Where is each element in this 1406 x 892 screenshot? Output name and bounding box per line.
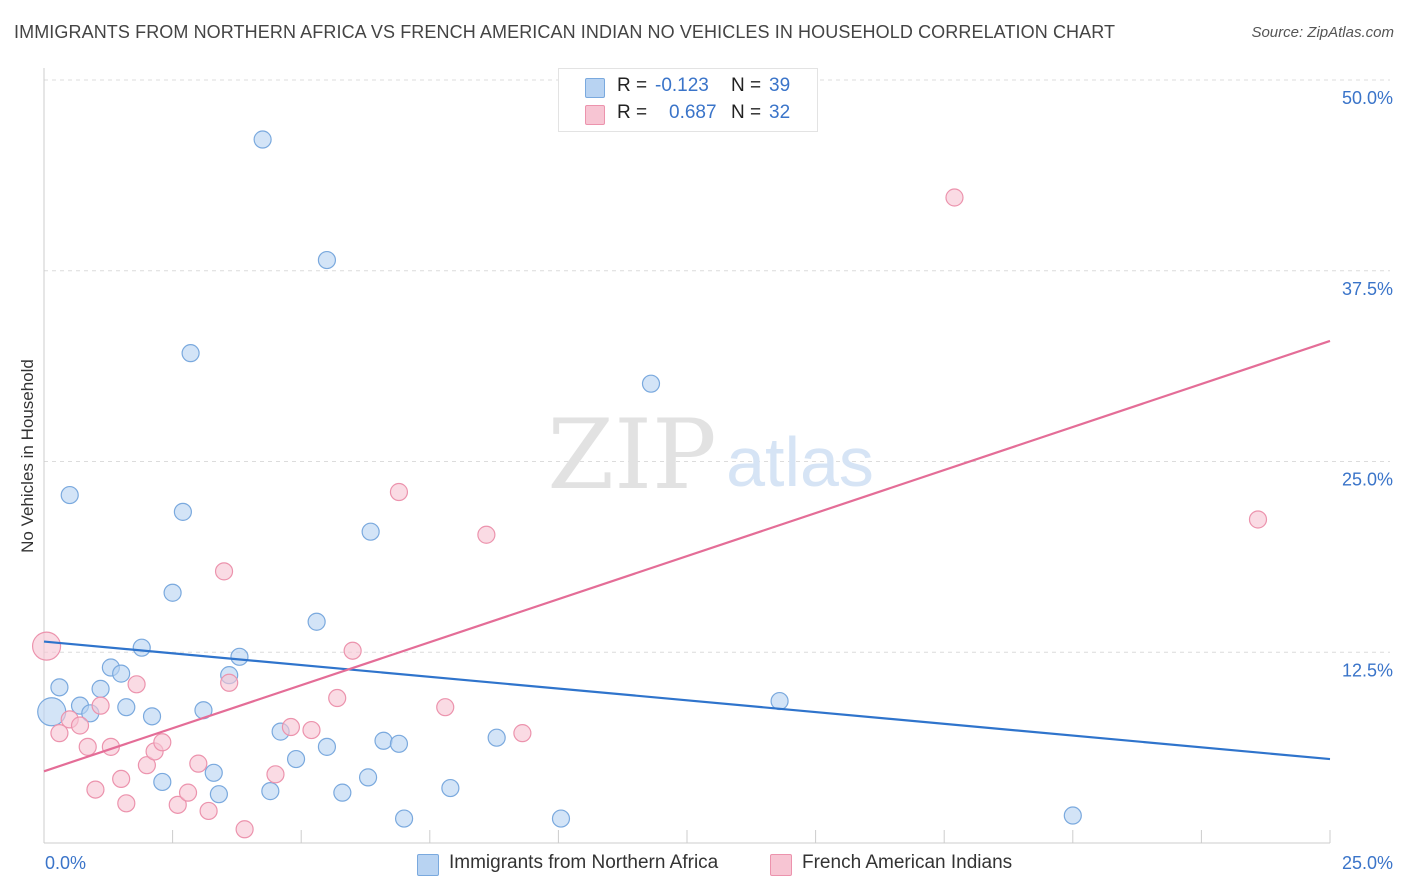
x-tick-label: 0.0%	[45, 853, 86, 873]
data-point-pink	[31, 631, 62, 661]
bottom-legend-label: Immigrants from Northern Africa	[449, 852, 719, 873]
source-note: Source: ZipAtlas.com	[1251, 24, 1394, 41]
data-point-pink	[281, 717, 301, 737]
data-point-pink	[199, 801, 218, 821]
data-point-blue	[253, 130, 272, 149]
data-point-pink	[78, 737, 97, 756]
data-point-pink	[436, 698, 455, 717]
legend-n-value: 32	[769, 102, 791, 123]
y-tick-label: 25.0%	[1342, 470, 1393, 490]
watermark-atlas: atlas	[726, 423, 874, 501]
correlation-legend: R = -0.123 N = 39 R = 0.687 N = 32	[558, 68, 818, 132]
data-point-blue	[204, 763, 223, 782]
data-point-blue	[317, 250, 337, 270]
data-point-blue	[770, 691, 789, 711]
data-point-pink	[86, 780, 105, 799]
data-point-pink	[91, 696, 110, 715]
bottom-legend-label: French American Indians	[802, 852, 1013, 873]
data-point-pink	[220, 673, 239, 692]
data-point-blue	[641, 374, 661, 393]
data-point-blue	[551, 809, 571, 828]
legend-swatch-pink	[585, 105, 605, 125]
data-point-blue	[60, 485, 79, 505]
data-point-blue	[374, 731, 393, 750]
data-point-pink	[266, 765, 285, 784]
data-point-blue	[181, 344, 200, 363]
legend-swatch-blue	[585, 78, 605, 98]
data-point-pink	[189, 754, 208, 773]
data-point-pink	[112, 769, 131, 789]
data-point-blue	[112, 664, 131, 683]
data-point-blue	[286, 749, 306, 769]
data-point-blue	[132, 638, 151, 657]
grid-layer	[44, 79, 1390, 653]
data-point-blue	[361, 522, 380, 541]
data-point-pink	[70, 716, 90, 735]
data-point-blue	[441, 778, 460, 798]
data-point-blue	[230, 647, 249, 666]
data-point-pink	[168, 795, 187, 814]
watermark: ZIP atlas	[547, 399, 874, 511]
y-tick-label: 37.5%	[1342, 279, 1393, 299]
data-point-pink	[328, 688, 347, 708]
legend-r-value: -0.123	[655, 75, 709, 96]
data-point-blue	[117, 698, 136, 717]
legend-r-label: R =	[617, 102, 648, 123]
trend-layer	[43, 339, 1331, 773]
data-point-blue	[91, 679, 110, 698]
data-point-pink	[153, 733, 172, 752]
data-point-blue	[209, 785, 228, 804]
data-point-blue	[173, 502, 192, 521]
y-tick-label: 50.0%	[1342, 88, 1393, 108]
legend-r-value: 0.687	[669, 102, 717, 123]
data-point-blue	[1063, 806, 1082, 825]
data-point-blue	[394, 809, 414, 828]
bottom-legend-swatch-blue	[417, 854, 439, 876]
bottom-legend-swatch-pink	[770, 854, 792, 876]
trend-line-blue	[43, 640, 1331, 761]
data-point-pink	[945, 188, 964, 207]
legend-n-value: 39	[769, 75, 791, 96]
data-point-pink	[513, 724, 532, 743]
data-point-blue	[50, 678, 69, 697]
watermark-zip: ZIP	[547, 399, 716, 511]
data-point-pink	[127, 675, 146, 694]
data-point-blue	[307, 612, 326, 631]
data-point-pink	[214, 562, 234, 581]
data-point-pink	[50, 724, 69, 743]
data-point-blue	[333, 783, 352, 802]
data-point-pink	[235, 820, 254, 839]
data-point-pink	[343, 641, 362, 660]
data-point-pink	[389, 482, 409, 502]
legend-r-label: R =	[617, 75, 648, 96]
data-point-pink	[477, 525, 496, 544]
data-point-blue	[163, 583, 182, 602]
data-point-blue	[153, 772, 172, 792]
data-point-blue	[142, 707, 162, 726]
data-point-blue	[487, 728, 506, 747]
tick-label-layer: 12.5% 25.0% 37.5% 50.0% 0.0% 25.0%	[45, 88, 1393, 873]
data-point-blue	[358, 768, 378, 787]
data-point-blue	[389, 734, 409, 753]
points-layer	[31, 130, 1268, 839]
data-point-pink	[178, 783, 198, 802]
trend-line-pink	[43, 339, 1331, 773]
data-point-pink	[117, 794, 136, 813]
data-point-blue	[261, 782, 280, 801]
legend-n-label: N =	[731, 102, 762, 123]
data-point-blue	[317, 737, 337, 756]
data-point-pink	[302, 720, 321, 740]
x-tick-label: 25.0%	[1342, 853, 1393, 873]
data-point-pink	[1248, 510, 1268, 529]
legend-n-label: N =	[731, 75, 762, 96]
data-point-pink	[137, 756, 156, 775]
chart-title: IMMIGRANTS FROM NORTHERN AFRICA VS FRENC…	[14, 22, 1116, 42]
y-tick-label: 12.5%	[1342, 660, 1393, 680]
